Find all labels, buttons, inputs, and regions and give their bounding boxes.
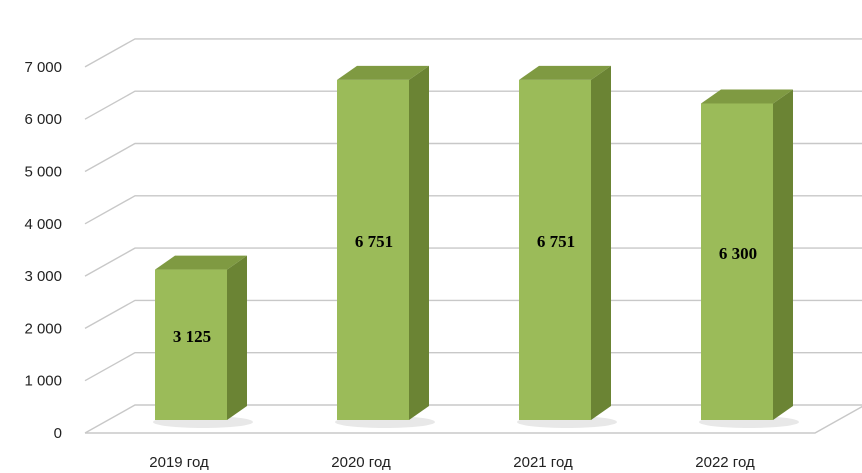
y-tick-label: 5 000 <box>24 164 62 181</box>
gridline <box>84 352 862 382</box>
bar-side <box>591 65 611 420</box>
floor-edge <box>85 405 862 434</box>
data-labels: 3 125 6 751 6 751 6 300 <box>173 232 757 346</box>
y-tick-label: 7 000 <box>24 59 62 76</box>
x-category-label: 2019 год <box>149 454 209 471</box>
y-tick-label: 3 000 <box>24 268 62 285</box>
bar-top <box>337 65 429 80</box>
gridline <box>84 38 862 68</box>
bar-side <box>227 255 247 420</box>
y-axis: 0 1 000 2 000 3 000 4 000 5 000 6 000 7 000 <box>24 59 62 442</box>
bar-side <box>773 89 793 420</box>
gridline <box>84 404 862 434</box>
y-tick-label: 4 000 <box>24 216 62 233</box>
gridline <box>84 299 862 330</box>
y-tick-label: 2 000 <box>24 320 62 337</box>
data-label: 6 300 <box>719 244 757 263</box>
bar <box>335 65 435 428</box>
gridline <box>84 90 862 120</box>
data-label: 3 125 <box>173 327 211 346</box>
gridlines <box>84 38 862 434</box>
bar <box>153 255 253 428</box>
gridline <box>84 195 862 225</box>
y-tick-label: 6 000 <box>24 111 62 128</box>
gridline <box>84 247 862 277</box>
x-category-label: 2020 год <box>331 454 391 471</box>
chart-floor <box>85 405 862 434</box>
bar-side <box>409 65 429 420</box>
bar-front <box>337 79 409 420</box>
bar <box>517 65 617 428</box>
bar <box>699 89 799 428</box>
bars <box>153 65 799 428</box>
x-category-label: 2021 год <box>513 454 573 471</box>
data-label: 6 751 <box>537 232 575 251</box>
bar-top <box>701 89 793 104</box>
x-category-label: 2022 год <box>695 454 755 471</box>
bar-front <box>701 103 773 420</box>
y-tick-label: 0 <box>54 425 62 442</box>
gridline <box>84 142 862 173</box>
x-axis-labels: 2019 год 2020 год 2021 год 2022 год <box>149 454 755 471</box>
data-label: 6 751 <box>355 232 393 251</box>
y-tick-label: 1 000 <box>24 373 62 390</box>
bar-top <box>155 255 247 270</box>
bar-front <box>519 79 591 420</box>
bar-front <box>155 269 227 420</box>
bar-top <box>519 65 611 80</box>
